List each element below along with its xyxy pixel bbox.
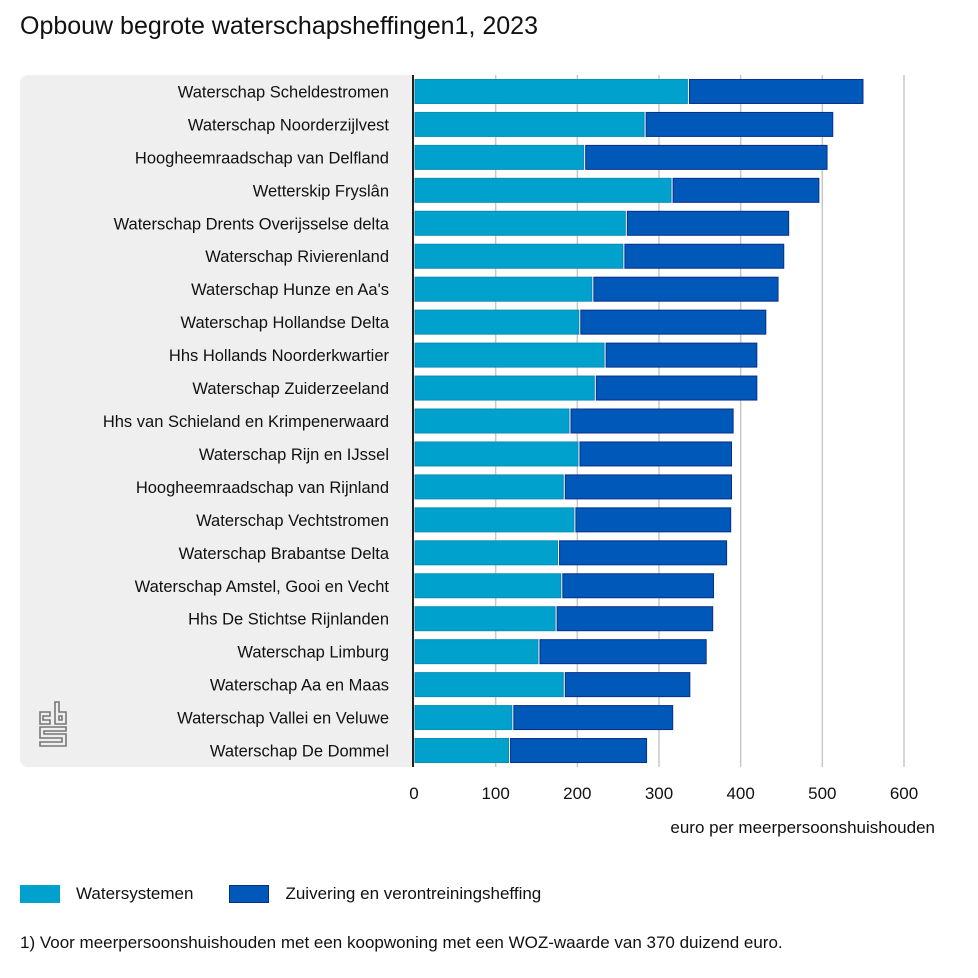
category-label: Waterschap Drents Overijsselse delta (114, 215, 390, 233)
bar-watersystemen (414, 474, 564, 500)
bar-watersystemen (414, 177, 672, 203)
x-tick-labels: 0 100 200 300 400 500 600 (409, 784, 918, 803)
x-tick-label: 500 (808, 784, 836, 803)
category-label: Waterschap Rivierenland (205, 248, 389, 266)
bar-zuivering (593, 276, 779, 302)
category-label-panel (20, 75, 412, 767)
legend: Watersystemen Zuivering en verontreining… (20, 884, 577, 904)
category-label: Waterschap De Dommel (210, 743, 389, 761)
bar-watersystemen (414, 111, 645, 137)
bar-watersystemen (414, 507, 575, 533)
legend-item-zuivering: Zuivering en verontreiningsheffing (229, 884, 541, 904)
bar-chart: Waterschap Scheldestromen Waterschap Noor… (103, 75, 935, 837)
bar-watersystemen (414, 573, 562, 599)
bar-watersystemen (414, 78, 688, 104)
category-label: Waterschap Hollandse Delta (181, 314, 390, 332)
bar-watersystemen (414, 738, 510, 764)
cbs-logo-icon (39, 701, 67, 747)
bar-zuivering (564, 474, 732, 500)
category-label: Hhs van Schieland en Krimpenerwaard (103, 413, 389, 431)
bar-watersystemen (414, 375, 595, 401)
category-label: Wetterskip Fryslân (253, 182, 389, 200)
category-label: Waterschap Aa en Maas (210, 677, 389, 695)
bar-watersystemen (414, 309, 580, 335)
x-tick-label: 0 (409, 784, 418, 803)
bar-zuivering (575, 507, 732, 533)
legend-item-watersystemen: Watersystemen (20, 884, 193, 904)
bar-watersystemen (414, 705, 513, 731)
bar-watersystemen (414, 342, 605, 368)
bar-watersystemen (414, 606, 556, 632)
bar-watersystemen (414, 639, 539, 665)
bar-zuivering (624, 243, 785, 269)
category-label: Hoogheemraadschap van Delfland (135, 149, 389, 167)
x-axis-label: euro per meerpersoonshuishouden (670, 818, 935, 837)
category-labels: Waterschap Scheldestromen Waterschap Noor… (103, 83, 390, 760)
footnote: 1) Voor meerpersoonshuishouden met een k… (20, 933, 783, 952)
bar-zuivering (626, 210, 790, 236)
bar-watersystemen (414, 276, 593, 302)
bar-zuivering (564, 672, 691, 698)
bar-zuivering (672, 177, 820, 203)
bar-watersystemen (414, 540, 559, 566)
chart-title: Opbouw begrote waterschapsheffingen1, 20… (20, 12, 538, 40)
bar-zuivering (595, 375, 758, 401)
bar-zuivering (562, 573, 715, 599)
bar-zuivering (580, 309, 767, 335)
legend-label: Watersystemen (76, 884, 194, 903)
bar-zuivering (645, 111, 834, 137)
category-label: Hoogheemraadschap van Rijnland (136, 479, 389, 497)
x-tick-label: 100 (481, 784, 509, 803)
category-label: Waterschap Brabantse Delta (179, 545, 390, 563)
category-label: Hhs De Stichtse Rijnlanden (188, 611, 389, 629)
legend-swatch-watersystemen (20, 885, 60, 903)
bar-zuivering (688, 78, 864, 104)
x-tick-label: 600 (890, 784, 918, 803)
bar-zuivering (510, 738, 648, 764)
bar-zuivering (559, 540, 728, 566)
x-tick-label: 200 (563, 784, 591, 803)
category-label: Waterschap Noorderzijlvest (188, 116, 390, 134)
bar-zuivering (579, 441, 733, 467)
category-label: Waterschap Hunze en Aa's (191, 281, 389, 299)
x-tick-label: 300 (645, 784, 673, 803)
bar-watersystemen (414, 672, 564, 698)
bars (414, 78, 864, 764)
category-label: Waterschap Scheldestromen (178, 83, 389, 101)
category-label: Waterschap Limburg (237, 644, 389, 662)
category-label: Hhs Hollands Noorderkwartier (169, 347, 390, 365)
category-label: Waterschap Amstel, Gooi en Vecht (135, 578, 390, 596)
bar-zuivering (539, 639, 707, 665)
bar-zuivering (556, 606, 714, 632)
bar-watersystemen (414, 210, 626, 236)
legend-swatch-zuivering (229, 885, 270, 903)
x-tick-label: 400 (726, 784, 754, 803)
category-label: Waterschap Zuiderzeeland (192, 380, 389, 398)
bar-watersystemen (414, 441, 579, 467)
bar-zuivering (513, 705, 674, 731)
category-label: Waterschap Vechtstromen (196, 512, 389, 530)
category-label: Waterschap Vallei en Veluwe (177, 710, 389, 728)
legend-label: Zuivering en verontreiningsheffing (285, 884, 542, 903)
bar-watersystemen (414, 408, 570, 434)
bar-watersystemen (414, 243, 624, 269)
category-label: Waterschap Rijn en IJssel (199, 446, 389, 464)
bar-watersystemen (414, 144, 585, 170)
bar-zuivering (585, 144, 828, 170)
bar-zuivering (570, 408, 734, 434)
bar-zuivering (605, 342, 758, 368)
